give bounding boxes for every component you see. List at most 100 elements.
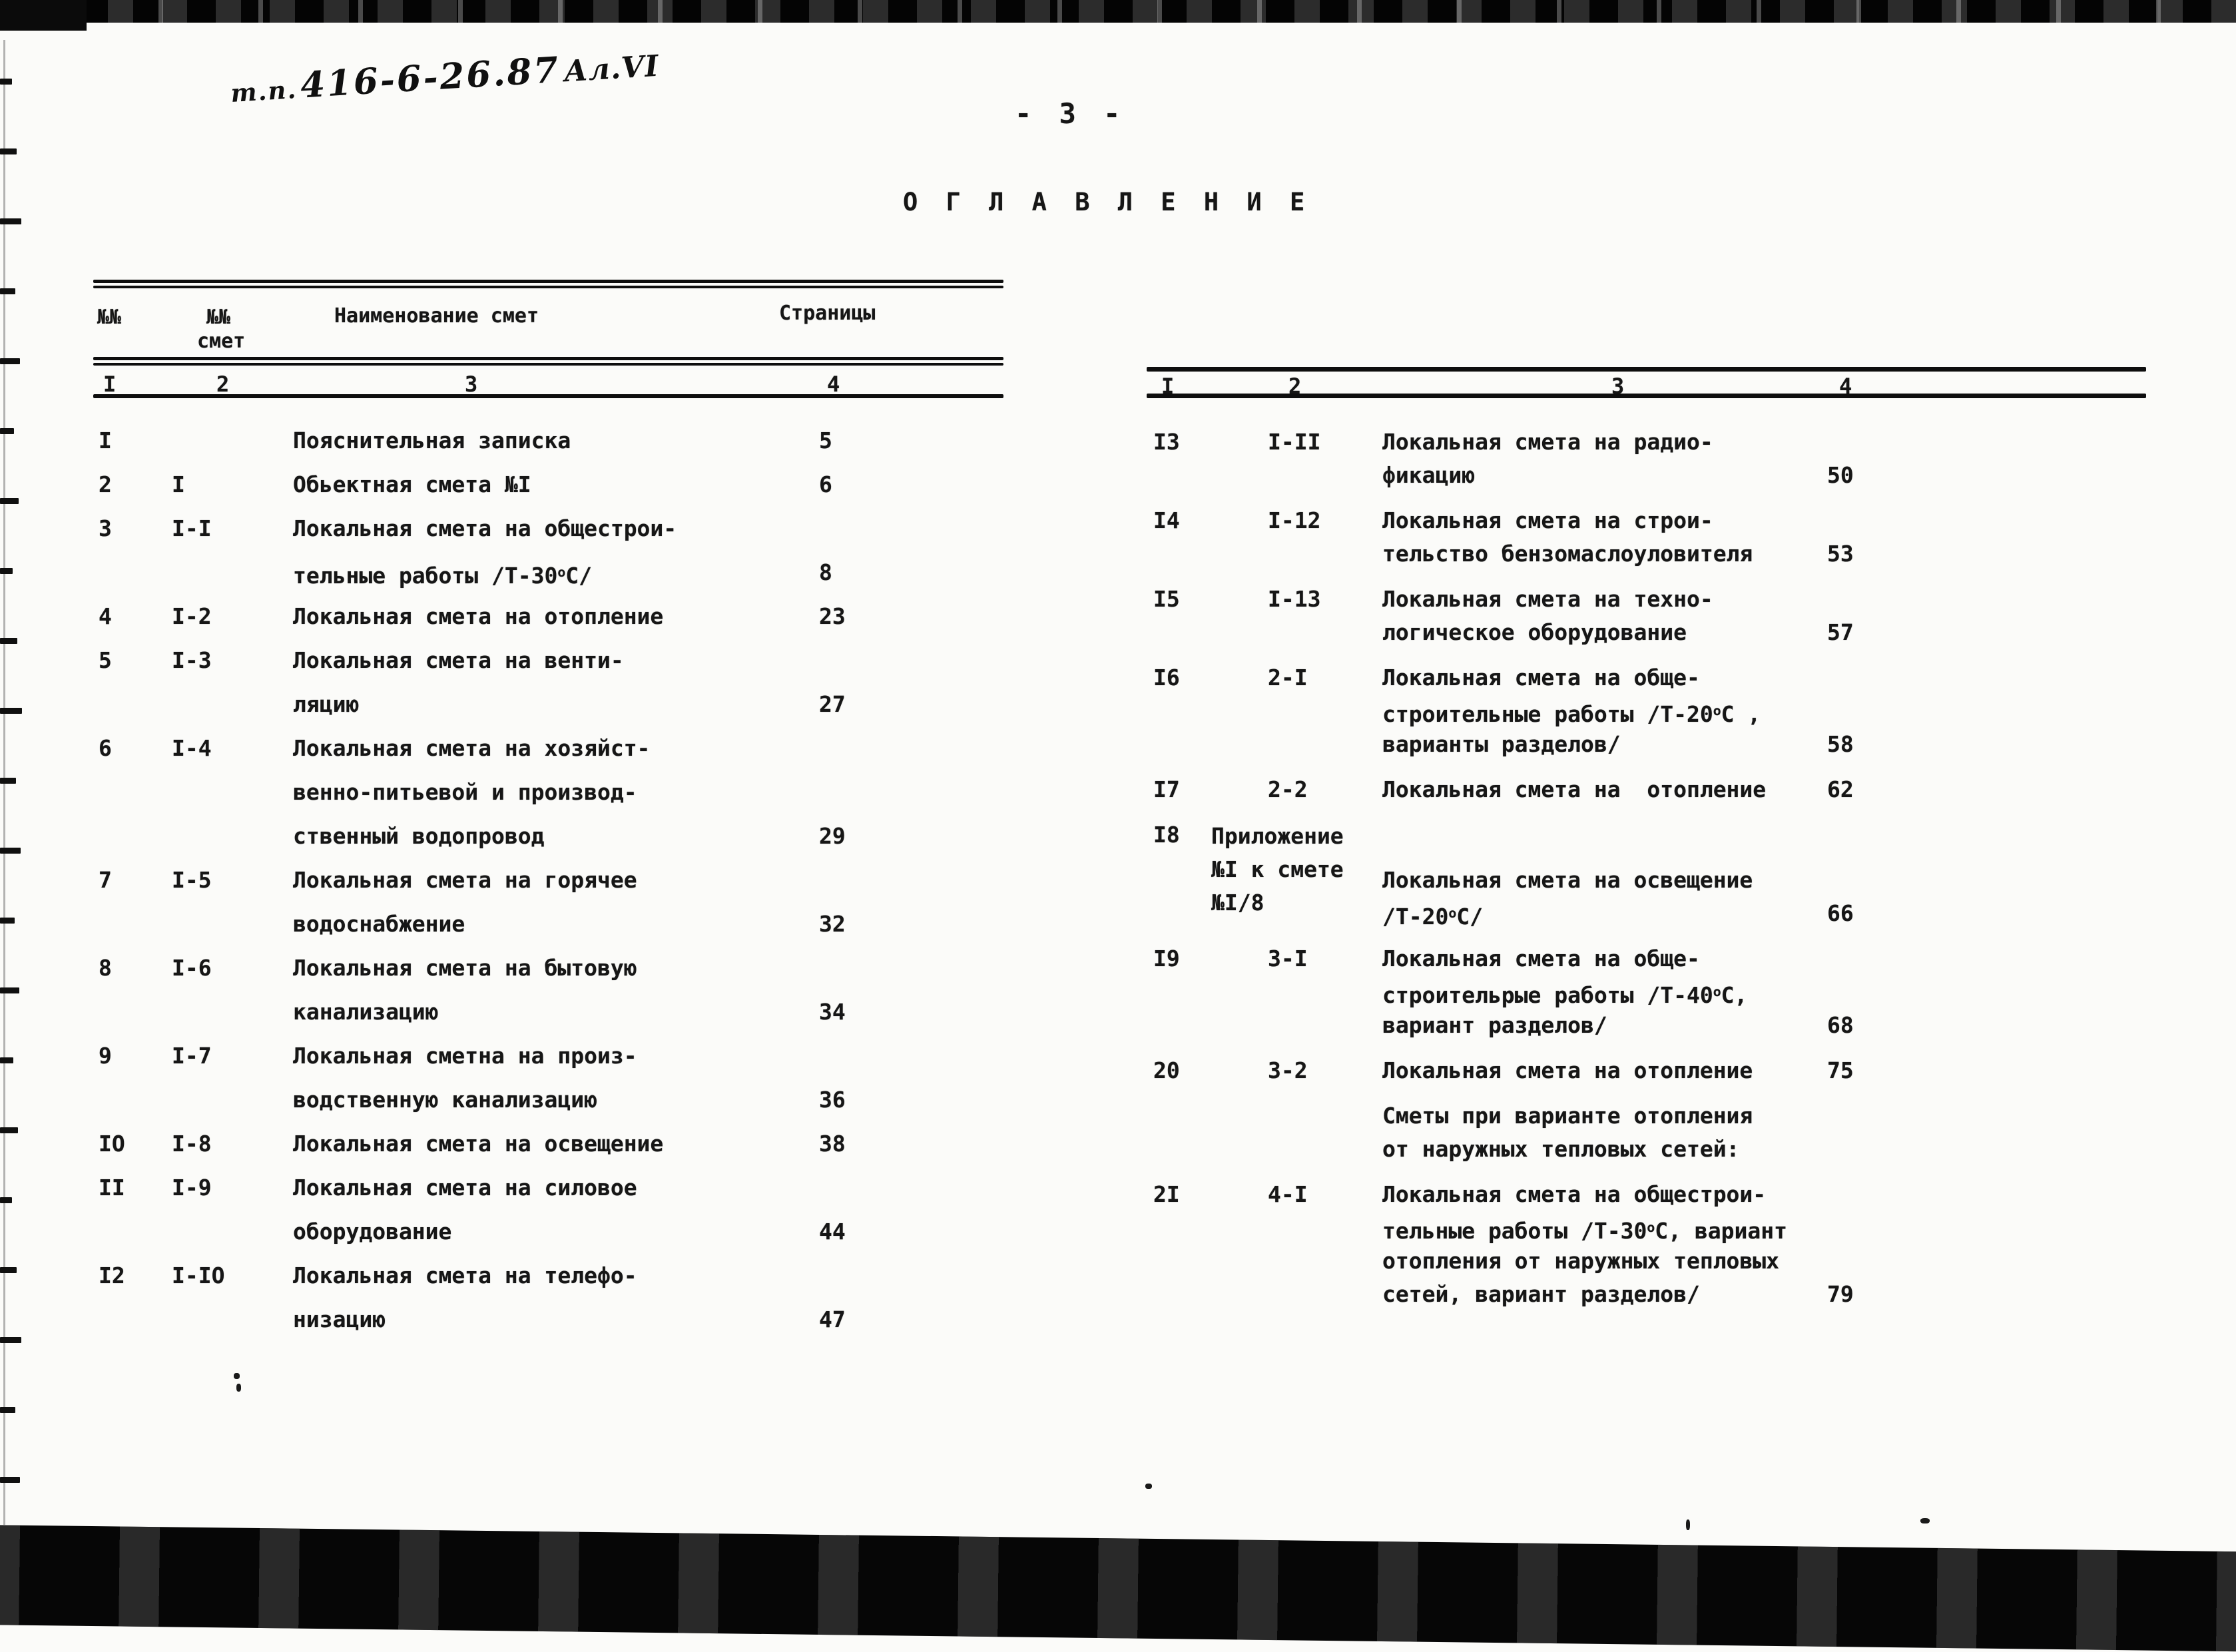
estimate-name-cell: Локальная смета на отопление <box>288 595 762 639</box>
estimate-code-cell: Приложение №I к смете №I/8 <box>1211 820 1344 920</box>
text-line: Локальная смета на общестрои- <box>1382 1181 1767 1207</box>
row-number-cell: I6 <box>1147 661 1261 761</box>
header-rule <box>1147 394 2146 398</box>
ink-speck <box>234 1373 240 1379</box>
estimate-code-cell: 2-2 <box>1261 773 1378 806</box>
row-number-cell: I8 <box>1153 822 1180 848</box>
degree-superscript: о <box>1448 906 1457 921</box>
text-line: фикацию <box>1382 462 1476 488</box>
estimate-code-cell: I-3 <box>168 639 288 726</box>
degree-superscript: о <box>557 565 566 580</box>
scan-edge-mark <box>0 778 16 784</box>
row-number-cell: 2I <box>1147 1178 1261 1311</box>
text-line: №I к смете <box>1211 856 1344 882</box>
page-cell: 44 <box>762 1166 1003 1254</box>
estimate-name-cell: Локальная смета на силовое оборудование <box>288 1166 762 1254</box>
text-line: 68 <box>1827 1012 1854 1038</box>
page-cell: 8 <box>762 507 1003 595</box>
text-line: 3-I <box>1268 946 1308 971</box>
table-body: I Пояснительная записка 5 2 I Обьектная смета… <box>93 419 1003 1342</box>
row-number-cell: I9 <box>1147 942 1261 1042</box>
text-line: 6 <box>819 471 832 497</box>
table-body: I3 I-II Локальная смета на радио-фикацию 50… <box>1147 425 2146 1323</box>
text-line: 20 <box>1153 1057 1180 1083</box>
toc-table-right: I 2 3 4 I3 I-II Локальная смета на радио-ф… <box>1147 351 2146 1350</box>
table-row: 2 I Обьектная смета №I 6 <box>93 463 1003 507</box>
table-row: 7 I-5 Локальная смета на горячее водоснабже… <box>93 858 1003 946</box>
text-line: Локальная смета на техно- <box>1382 586 1713 612</box>
header-rule <box>93 363 1003 366</box>
text-line: I3 <box>1153 429 1180 455</box>
text-line: I7 <box>1153 776 1180 802</box>
text-line: отопления от наружных тепловых <box>1382 1248 1780 1274</box>
toc-table-left: №№ №№ смет Наименование смет Страницы I … <box>93 276 1003 1368</box>
degree-superscript: о <box>1713 703 1721 718</box>
text-line: 2-2 <box>1268 776 1308 802</box>
text-line: I-12 <box>1268 507 1321 533</box>
table-row: 3 I-I Локальная смета на общестрои-тельные… <box>93 507 1003 595</box>
estimate-name-cell: Локальная смета на техно-логическое обор… <box>1378 583 1799 649</box>
scan-edge-mark <box>0 1267 17 1273</box>
text-line: 4-I <box>1268 1181 1308 1207</box>
table-row: IO I-8 Локальная смета на освещение 38 <box>93 1122 1003 1166</box>
text-line: 50 <box>1827 462 1854 488</box>
column-header-name: Наименование смет <box>334 304 539 328</box>
table-row: I Пояснительная записка 5 <box>93 419 1003 463</box>
text-line: Локальная смета на горячее <box>293 867 637 893</box>
text-line: 79 <box>1827 1281 1854 1307</box>
text-line: I-3 <box>172 647 212 673</box>
text-line: Локальная смета на радио- <box>1382 429 1713 455</box>
text-line: I-IO <box>172 1262 225 1288</box>
text-line: 47 <box>819 1306 846 1332</box>
text-line: I2 <box>99 1262 125 1288</box>
estimate-code-cell: I-6 <box>168 946 288 1034</box>
table-row: 9 I-7 Локальная сметна на произ-водственну… <box>93 1034 1003 1122</box>
doc-code-prefix: т.п. <box>230 74 298 109</box>
scan-edge-mark <box>0 1337 21 1343</box>
estimate-code-cell: I-9 <box>168 1166 288 1254</box>
scan-edge-mark <box>0 848 21 854</box>
table-row: 6 I-4 Локальная смета на хозяйст-венно-пит… <box>93 726 1003 858</box>
text-line <box>1268 1099 1378 1133</box>
estimate-name-cell: Локальная смета на отопление <box>1378 1054 1799 1087</box>
text-line: 53 <box>1827 541 1854 567</box>
row-number-cell: 4 <box>93 595 168 639</box>
table-row: 5 I-3 Локальная смета на венти-ляцию 27 <box>93 639 1003 726</box>
column-number: 3 <box>465 372 478 397</box>
page-cell: 57 <box>1799 583 2146 649</box>
text-line: II <box>99 1175 125 1201</box>
text-line: Локальная смета на отопление <box>1382 776 1767 802</box>
text-line: 29 <box>819 823 846 849</box>
table-row: I2 I-IO Локальная смета на телефо-низацию 4… <box>93 1254 1003 1342</box>
text-line: ляцию <box>293 691 360 717</box>
ink-speck <box>236 1384 241 1392</box>
scan-edge-mark <box>0 1477 20 1483</box>
row-number-cell: 20 <box>1147 1054 1261 1087</box>
text-line: тельные работы /Т-30оС, вариант <box>1382 1217 1787 1244</box>
text-line: IO <box>99 1131 125 1157</box>
page-number: - 3 - <box>1015 97 1126 130</box>
estimate-name-cell: Локальная смета на бытовую канализацию <box>288 946 762 1034</box>
estimate-name-cell: Сметы при варианте отопления от наружных … <box>1378 1099 1799 1166</box>
row-number-cell: 5 <box>93 639 168 726</box>
header-rule <box>93 357 1003 360</box>
table-row: I3 I-II Локальная смета на радио-фикацию 50 <box>1147 425 2146 492</box>
page-cell: 66 <box>1827 900 1854 926</box>
scan-edge-mark <box>0 638 17 644</box>
estimate-name-cell: Локальная смета на венти-ляцию <box>288 639 762 726</box>
table-row: I7 2-2 Локальная смета на отопление 62 <box>1147 773 2146 806</box>
text-line: 2 <box>99 471 112 497</box>
column-number: I <box>1161 374 1175 399</box>
row-number-cell: 3 <box>93 507 168 595</box>
text-line: I9 <box>1153 946 1180 971</box>
page-cell: 79 <box>1799 1178 2146 1311</box>
estimate-code-cell <box>168 419 288 463</box>
text-line: 7 <box>99 867 112 893</box>
page-cell: 62 <box>1799 773 2146 806</box>
text-line: Локальная смета на силовое <box>293 1175 637 1201</box>
text-line: ственный водопровод <box>293 823 545 849</box>
scan-edge-mark <box>0 79 12 85</box>
estimate-code-cell: I-5 <box>168 858 288 946</box>
estimate-code-cell: I-12 <box>1261 504 1378 571</box>
column-number: 4 <box>827 372 840 397</box>
